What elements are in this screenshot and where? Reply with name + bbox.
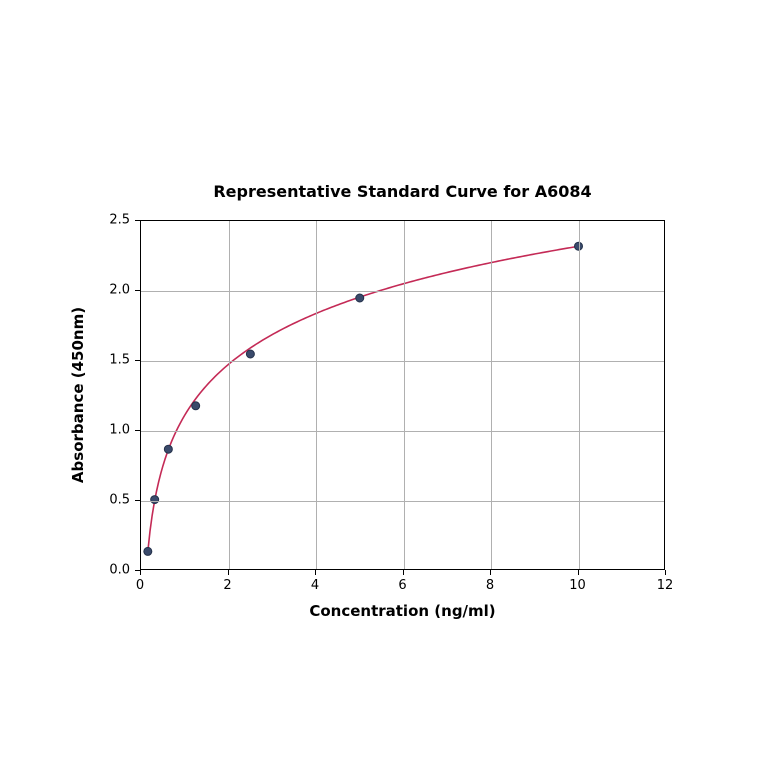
ytick-mark xyxy=(135,290,140,291)
xtick-label: 8 xyxy=(486,578,494,593)
xtick-label: 2 xyxy=(223,578,231,593)
xtick-label: 4 xyxy=(311,578,319,593)
ytick-mark xyxy=(135,220,140,221)
gridline-v xyxy=(579,221,580,569)
ytick-label: 1.0 xyxy=(109,423,130,438)
ytick-label: 2.0 xyxy=(109,283,130,298)
gridline-h xyxy=(141,361,664,362)
ytick-mark xyxy=(135,360,140,361)
gridline-v xyxy=(491,221,492,569)
xtick-label: 12 xyxy=(657,578,674,593)
y-axis-label: Absorbance (450nm) xyxy=(69,307,87,483)
chart-canvas: Representative Standard Curve for A6084 … xyxy=(0,0,764,764)
xtick-mark xyxy=(490,570,491,575)
ytick-mark xyxy=(135,500,140,501)
xtick-mark xyxy=(403,570,404,575)
gridline-h xyxy=(141,501,664,502)
data-point xyxy=(144,547,152,555)
xtick-mark xyxy=(665,570,666,575)
data-point xyxy=(356,294,364,302)
gridline-v xyxy=(316,221,317,569)
data-point xyxy=(164,445,172,453)
data-point xyxy=(246,350,254,358)
gridline-h xyxy=(141,431,664,432)
xtick-label: 6 xyxy=(398,578,406,593)
ytick-label: 1.5 xyxy=(109,353,130,368)
ytick-label: 0.0 xyxy=(109,563,130,578)
gridline-h xyxy=(141,291,664,292)
xtick-label: 10 xyxy=(569,578,586,593)
data-point xyxy=(151,496,159,504)
plot-area xyxy=(140,220,665,570)
xtick-mark xyxy=(578,570,579,575)
chart-title: Representative Standard Curve for A6084 xyxy=(213,182,591,201)
ytick-label: 0.5 xyxy=(109,493,130,508)
fit-curve xyxy=(148,246,579,551)
ytick-mark xyxy=(135,430,140,431)
gridline-v xyxy=(229,221,230,569)
xtick-mark xyxy=(315,570,316,575)
xtick-mark xyxy=(140,570,141,575)
gridline-v xyxy=(404,221,405,569)
ytick-label: 2.5 xyxy=(109,213,130,228)
ytick-mark xyxy=(135,570,140,571)
xtick-label: 0 xyxy=(136,578,144,593)
x-axis-label: Concentration (ng/ml) xyxy=(309,602,495,620)
xtick-mark xyxy=(228,570,229,575)
data-point xyxy=(192,402,200,410)
